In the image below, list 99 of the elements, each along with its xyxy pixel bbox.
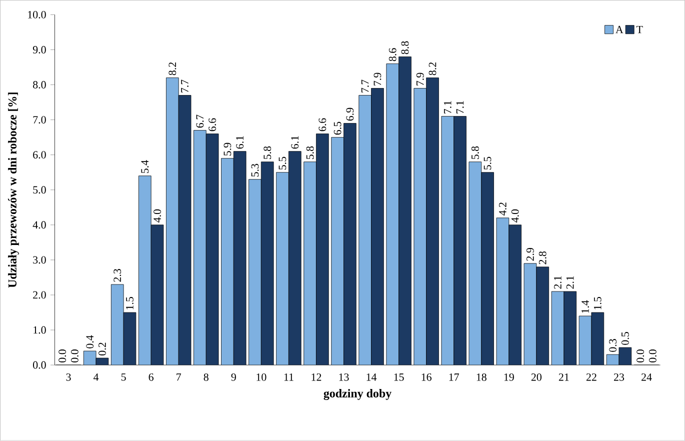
x-tick-label: 18 [476,374,486,381]
data-label: 8.6 [388,48,396,62]
x-tick-label: 19 [504,374,514,381]
data-label: 2.1 [566,276,574,289]
y-tick-label: 6.0 [33,151,46,159]
bar [304,162,316,366]
x-tick-label: 23 [614,374,624,381]
y-tick-label: 9.0 [32,46,46,54]
data-label: 5.9 [224,142,232,156]
bar [331,137,344,366]
data-label: 6.1 [291,136,299,149]
x-tick-label: 24 [642,374,652,381]
x-tick-label: 20 [531,374,542,381]
x-tick-label: 7 [176,374,182,381]
x-axis-title: godziny doby [324,389,392,400]
data-label: 7.1 [456,101,464,114]
y-tick-label: 8.0 [33,81,46,89]
data-label: 5.4 [141,160,149,174]
bar [496,218,509,366]
x-tick-label: 22 [586,374,596,381]
x-tick-label: 16 [422,374,432,381]
data-label: 2.3 [114,269,122,282]
data-label: 5.3 [251,164,259,177]
x-tick-label: 14 [366,374,377,381]
y-tick-label: 7.0 [33,116,46,124]
bar [221,158,234,366]
data-label: 8.8 [401,41,409,54]
data-label: 4.0 [154,210,162,223]
y-tick-label: 5.0 [33,186,46,194]
x-tick-label: 3 [66,374,71,381]
data-label: 5.8 [471,146,479,160]
x-tick-label: 6 [148,374,154,381]
data-label: 0.0 [636,350,644,363]
x-tick-label: 9 [231,374,236,381]
x-tick-label: 17 [449,374,460,381]
bar [138,176,152,366]
data-label: 0.0 [70,350,78,363]
data-label: 1.4 [582,300,589,313]
data-label: 6.6 [318,118,326,132]
data-label: 4.2 [499,202,506,216]
bar [552,292,564,366]
data-label: 6.6 [208,118,216,132]
data-label: 6.9 [346,108,354,121]
bar [248,179,262,366]
data-label: 5.5 [484,156,492,170]
data-label: 7.9 [416,72,424,86]
data-label: 1.5 [594,297,602,310]
data-label: 0.3 [609,339,617,352]
data-label: 2.1 [554,276,562,289]
x-tick-label: 4 [94,374,99,381]
bar [414,88,426,366]
data-label: 0.0 [58,350,66,363]
y-tick-label: 1.0 [34,326,46,334]
data-label: 2.9 [526,248,534,261]
data-label: 6.5 [334,122,342,135]
data-label: 6.1 [236,136,244,149]
x-tick-label: 5 [121,374,126,381]
data-label: 5.8 [264,146,272,160]
data-label: 7.7 [181,80,188,92]
bar [111,284,124,366]
x-tick-label: 10 [256,374,266,381]
x-tick-label: 8 [204,374,208,381]
bar [441,116,454,366]
bar [524,264,536,366]
data-label: 4.0 [511,210,519,223]
y-tick-label: 0.0 [33,361,46,369]
data-label: 0.0 [648,350,656,363]
bar [386,64,399,366]
bar [358,95,372,366]
data-label: 6.7 [196,114,204,128]
data-label: 7.7 [361,80,369,92]
data-label: 0.2 [98,342,106,356]
data-label: 8.2 [428,62,436,76]
x-tick-label: 21 [558,374,569,381]
y-tick-label: 4.0 [32,221,46,229]
data-label: 8.2 [168,62,176,76]
data-label: 5.8 [306,146,314,160]
data-label: 0.4 [86,335,94,348]
y-axis-title: Udziały przewozów w dni robocze [%] [8,92,19,288]
legend-label: A [616,26,624,34]
data-label: 7.1 [444,101,452,114]
data-label: 5.5 [278,156,286,170]
y-tick-label: 10.0 [28,11,46,19]
y-tick-label: 3.0 [33,256,46,264]
data-label: 2.8 [538,252,546,264]
x-tick-label: 12 [312,374,322,381]
bar [166,78,179,366]
legend-label: T [636,26,643,34]
data-label: 0.5 [621,332,629,345]
bar [579,316,592,366]
bar [468,162,482,366]
bar [194,130,206,366]
data-label: 7.9 [374,72,382,86]
data-label: 1.5 [126,297,134,310]
bar [276,172,289,366]
x-tick-label: 11 [284,374,294,381]
y-tick-label: 2.0 [33,291,46,299]
x-tick-label: 15 [394,374,404,381]
x-tick-label: 13 [339,374,349,381]
